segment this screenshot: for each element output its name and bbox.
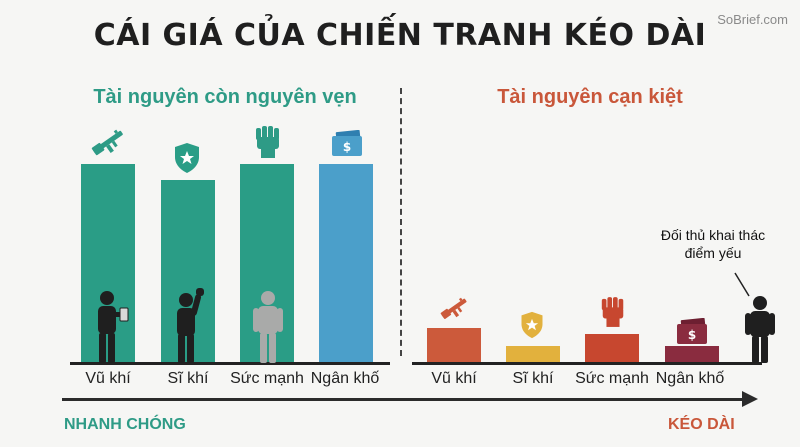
intact-resources-header: Tài nguyên còn nguyên vẹn xyxy=(93,86,357,108)
section-divider xyxy=(400,88,402,356)
shield-star-icon xyxy=(174,142,200,179)
intact-bar-treasury xyxy=(319,164,373,362)
money-stack-icon: $ xyxy=(675,317,709,351)
money-stack-icon: $ xyxy=(330,129,364,163)
timeline-end-label: KÉO DÀI xyxy=(668,416,735,433)
depleted-bar-morale xyxy=(506,346,560,362)
svg-text:$: $ xyxy=(343,140,351,154)
person-holding-tablet-icon xyxy=(90,290,130,369)
intact-baseline xyxy=(70,362,390,365)
depleted-bar-weapons xyxy=(427,328,481,362)
rifle-icon xyxy=(89,124,129,165)
depleted-label-morale: Sĩ khí xyxy=(512,370,554,387)
fist-icon xyxy=(253,125,283,164)
depleted-baseline xyxy=(412,362,762,365)
brand-watermark: SoBrief.com xyxy=(717,12,788,27)
depleted-label-strength: Sức mạnh xyxy=(575,370,649,387)
pointer-line xyxy=(733,272,753,303)
opponent-note: Đối thủ khai thác điểm yếu xyxy=(660,227,766,261)
fist-icon xyxy=(599,296,627,333)
depleted-label-weapons: Vũ khí xyxy=(431,370,477,387)
depleted-bar-treasury xyxy=(665,346,719,362)
depleted-resources-header: Tài nguyên cạn kiệt xyxy=(497,86,683,108)
intact-label-treasury: Ngân khố xyxy=(310,370,380,387)
page-title: CÁI GIÁ CỦA CHIẾN TRANH KÉO DÀI xyxy=(93,18,707,53)
intact-label-weapons: Vũ khí xyxy=(85,370,131,387)
depleted-bar-strength xyxy=(585,334,639,362)
arrowhead-icon xyxy=(742,391,758,407)
timeline-arrow xyxy=(62,398,750,401)
person-raising-fist-icon xyxy=(170,288,210,369)
shield-star-icon xyxy=(520,311,544,344)
timeline-start-label: NHANH CHÓNG xyxy=(64,416,186,433)
rifle-icon xyxy=(437,293,473,328)
opponent-person-icon xyxy=(742,296,778,369)
person-standing-icon xyxy=(249,290,287,369)
depleted-label-treasury: Ngân khố xyxy=(655,370,725,387)
intact-label-morale: Sĩ khí xyxy=(167,370,209,387)
svg-text:$: $ xyxy=(688,328,696,342)
intact-label-strength: Sức mạnh xyxy=(230,370,304,387)
